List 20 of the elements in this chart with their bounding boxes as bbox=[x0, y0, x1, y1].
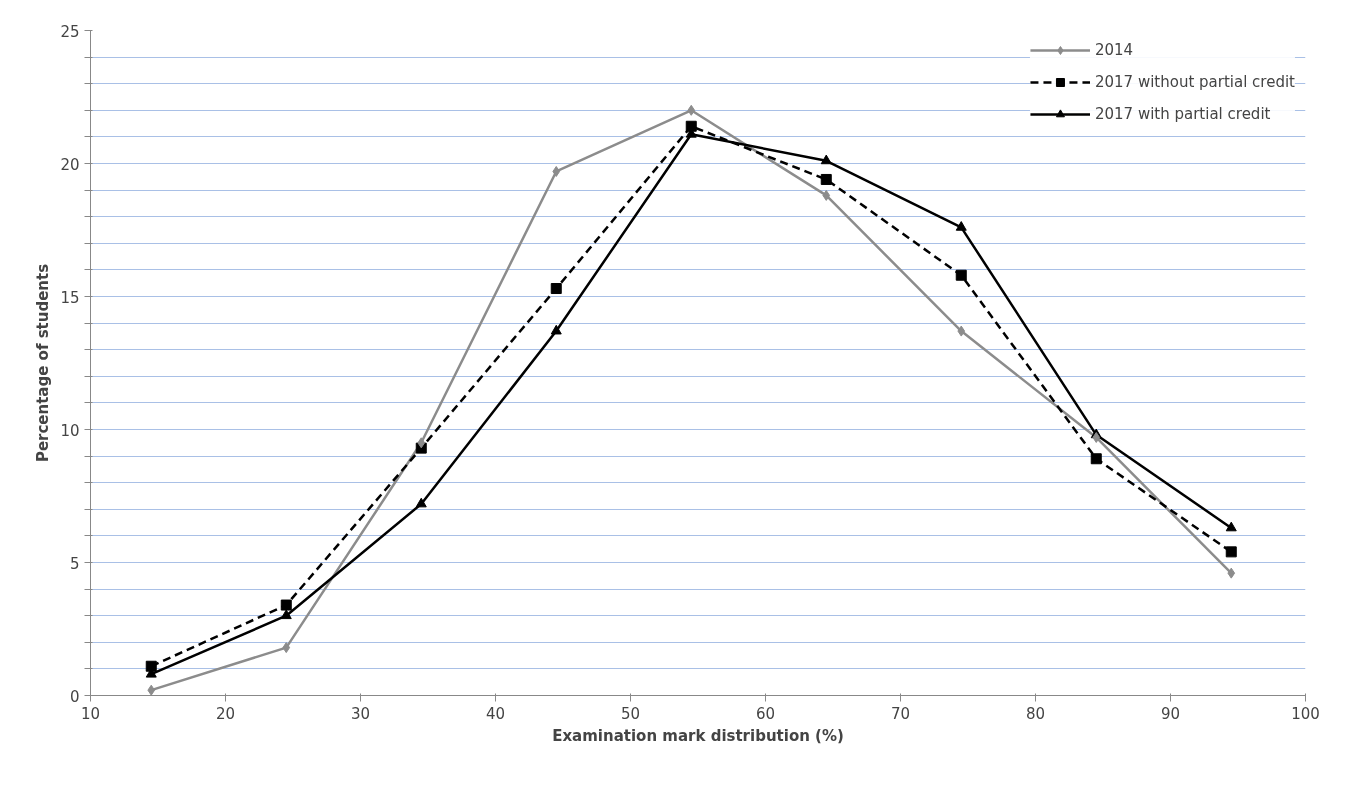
x-tick-label: 70 bbox=[890, 704, 911, 723]
y-tick-label: 20 bbox=[60, 155, 80, 174]
legend-label: 2017 with partial credit bbox=[1094, 105, 1271, 123]
y-tick-label: 10 bbox=[60, 421, 80, 440]
y-tick-label: 0 bbox=[69, 687, 80, 706]
x-tick-label: 60 bbox=[755, 704, 776, 723]
legend-label: 2017 without partial credit bbox=[1094, 73, 1295, 91]
y-tick-label: 5 bbox=[69, 554, 80, 573]
x-tick-label: 100 bbox=[1291, 704, 1320, 723]
y-tick-label: 25 bbox=[60, 22, 80, 41]
y-axis-title: Percentage of students bbox=[34, 263, 53, 463]
x-tick-label: 20 bbox=[215, 704, 236, 723]
y-tick-label: 15 bbox=[60, 288, 80, 307]
x-tick-label: 80 bbox=[1025, 704, 1046, 723]
x-tick-label: 30 bbox=[350, 704, 371, 723]
x-tick-label: 50 bbox=[620, 704, 641, 723]
x-tick-label: 90 bbox=[1160, 704, 1181, 723]
x-tick-label: 40 bbox=[485, 704, 506, 723]
legend-label: 2014 bbox=[1094, 41, 1134, 59]
x-axis-title: Examination mark distribution (%) bbox=[552, 726, 844, 745]
